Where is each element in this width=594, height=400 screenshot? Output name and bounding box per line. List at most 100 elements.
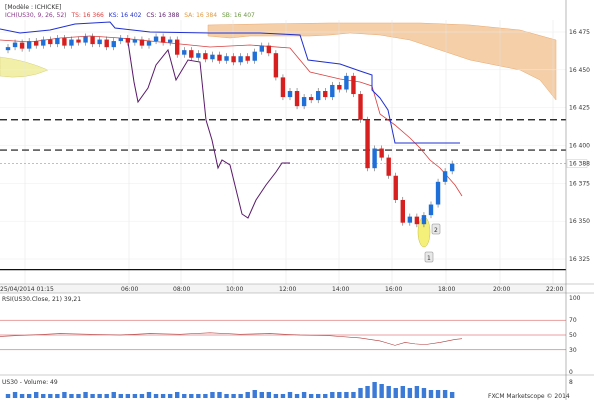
volume-bar: [238, 394, 243, 398]
candle-bull[interactable]: [435, 181, 441, 205]
candle-bull[interactable]: [372, 148, 377, 169]
candle-bear[interactable]: [90, 36, 95, 45]
candle-bear[interactable]: [245, 56, 250, 61]
candle-bear[interactable]: [358, 94, 363, 120]
price-axis-tick: 16 375: [569, 180, 590, 187]
candle-bull[interactable]: [41, 39, 46, 46]
candle-bull[interactable]: [118, 38, 123, 42]
candle-bull[interactable]: [167, 39, 173, 43]
ichimoku-cloud-bear: [207, 22, 557, 101]
candle-bear[interactable]: [160, 36, 166, 43]
candle-bull[interactable]: [182, 50, 187, 55]
candle-bear[interactable]: [48, 39, 53, 45]
candle-bull[interactable]: [301, 97, 307, 107]
candle-bull[interactable]: [259, 45, 264, 52]
annotation-box-2[interactable]: [431, 223, 441, 235]
candle-bull[interactable]: [287, 91, 293, 98]
volume-bar: [358, 388, 363, 398]
candle-bear[interactable]: [280, 77, 286, 98]
volume-bar: [26, 394, 32, 398]
candle-bull[interactable]: [421, 215, 427, 225]
volume-bar: [146, 392, 152, 398]
volume-bar: [308, 394, 314, 398]
volume-bar: [428, 390, 434, 398]
price-axis-tick: 16 425: [569, 105, 590, 112]
volume-bar: [252, 390, 257, 398]
candle-bear[interactable]: [400, 199, 405, 223]
tenkan-line: [0, 35, 463, 197]
candle-bear[interactable]: [125, 38, 131, 43]
candle-bull[interactable]: [407, 216, 413, 223]
candle-bull[interactable]: [252, 51, 257, 61]
candle-bull[interactable]: [83, 36, 88, 43]
volume-bar: [5, 394, 11, 398]
candle-bull[interactable]: [5, 47, 11, 51]
candle-bull[interactable]: [55, 38, 60, 45]
candle-bull[interactable]: [316, 91, 321, 101]
volume-bar: [365, 386, 370, 398]
candle-bear[interactable]: [337, 84, 342, 90]
volume-bar: [83, 392, 88, 398]
volume-bar: [19, 394, 25, 398]
candle-bear[interactable]: [273, 53, 279, 78]
kijun-value: KS: 16 402: [109, 12, 142, 19]
candle-bear[interactable]: [266, 45, 272, 54]
current-price-text: 16 388: [569, 161, 590, 168]
senkou-b-value: SB: 16 407: [222, 12, 255, 19]
candle-bear[interactable]: [189, 50, 194, 58]
candle-bear[interactable]: [19, 42, 25, 49]
candle-bear[interactable]: [231, 56, 236, 63]
candle-bull[interactable]: [69, 39, 74, 46]
tenkan-value: TS: 16 366: [70, 12, 104, 19]
candle-bull[interactable]: [330, 84, 335, 98]
time-axis-tick: 16:00: [385, 286, 402, 293]
volume-bar: [12, 392, 18, 398]
candle-bear[interactable]: [34, 41, 39, 46]
candle-bull[interactable]: [196, 53, 201, 58]
candle-bear[interactable]: [323, 91, 328, 98]
price-grid: [0, 20, 566, 284]
candle-bull[interactable]: [153, 36, 159, 42]
volume-bar: [175, 392, 180, 398]
candle-bear[interactable]: [393, 175, 398, 200]
volume-bar: [344, 392, 349, 398]
volume-bar: [266, 392, 272, 398]
candle-bear[interactable]: [139, 39, 145, 46]
candle-bull[interactable]: [210, 54, 215, 60]
candle-bear[interactable]: [386, 157, 391, 176]
candle-bear[interactable]: [365, 119, 370, 169]
candle-bear[interactable]: [62, 38, 67, 46]
candle-bear[interactable]: [217, 54, 222, 61]
candle-bear[interactable]: [308, 97, 314, 101]
candle-bull[interactable]: [344, 75, 349, 90]
candle-bull[interactable]: [449, 163, 455, 172]
time-axis-tick: 25/04/2014 01:15: [0, 286, 54, 293]
annotation-label-2: 2: [434, 227, 438, 234]
candle-bear[interactable]: [294, 91, 300, 107]
candle-bull[interactable]: [238, 56, 243, 63]
candle-bear[interactable]: [379, 148, 384, 158]
volume-bar: [273, 394, 279, 398]
candle-bull[interactable]: [12, 42, 18, 48]
time-axis-tick: 12:00: [279, 286, 296, 293]
candle-bear[interactable]: [203, 53, 208, 60]
candle-bear[interactable]: [76, 39, 81, 43]
candle-bull[interactable]: [224, 56, 229, 61]
candle-bull[interactable]: [442, 171, 448, 182]
annotation-box-1[interactable]: [424, 251, 434, 263]
candle-bear[interactable]: [414, 216, 420, 225]
price-axis-tick: 16 325: [569, 256, 590, 263]
candle-bear[interactable]: [175, 39, 180, 55]
candle-bear[interactable]: [351, 75, 356, 95]
candle-bear[interactable]: [104, 39, 109, 48]
candle-bull[interactable]: [111, 41, 116, 48]
candle-bull[interactable]: [132, 39, 138, 43]
candle-bull[interactable]: [26, 41, 32, 49]
candle-bull[interactable]: [97, 39, 102, 45]
volume-axis-tick: 8: [569, 379, 573, 386]
volume-bar: [442, 390, 448, 398]
candle-bull[interactable]: [146, 41, 152, 46]
candle-bull[interactable]: [428, 204, 434, 216]
rsi-axis-tick: 0: [569, 369, 573, 376]
